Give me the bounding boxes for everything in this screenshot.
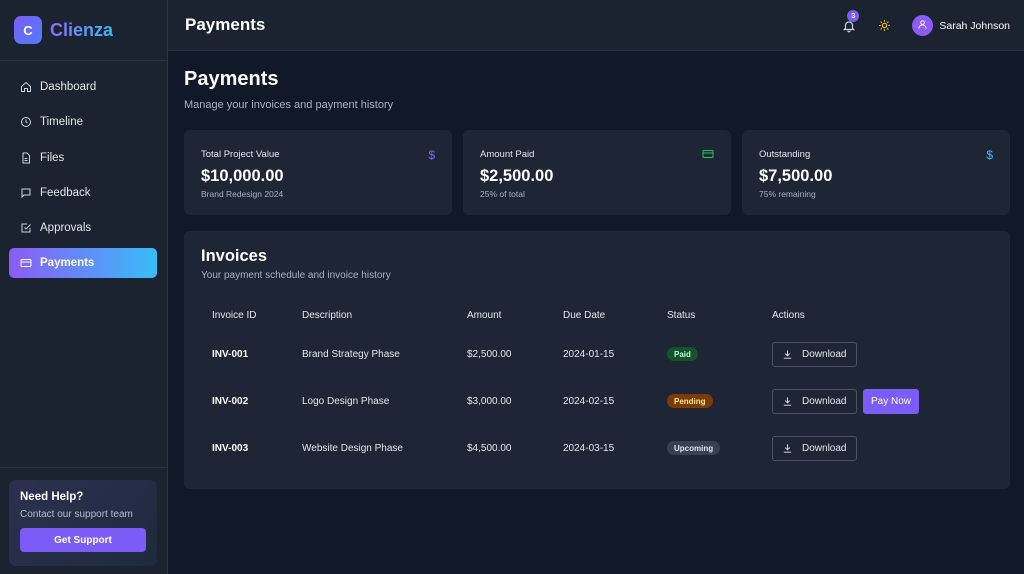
get-support-button[interactable]: Get Support xyxy=(20,528,146,552)
sidebar-item-files[interactable]: Files xyxy=(9,143,157,173)
top-header: Payments 3 Sarah Johnson xyxy=(168,0,1024,51)
sidebar-item-approvals[interactable]: Approvals xyxy=(9,213,157,243)
brand-name: Clienza xyxy=(50,19,114,40)
invoice-description: Website Design Phase xyxy=(302,443,403,454)
credit-card-icon xyxy=(702,148,714,163)
invoice-due-date: 2024-03-15 xyxy=(563,443,615,454)
invoice-amount: $3,000.00 xyxy=(467,396,512,407)
column-header-invoice-id: Invoice ID xyxy=(212,310,257,321)
invoice-amount: $4,500.00 xyxy=(467,443,512,454)
column-header-actions: Actions xyxy=(772,310,805,321)
status-badge: Paid xyxy=(667,347,698,361)
stat-label: Amount Paid xyxy=(480,149,535,160)
user-name[interactable]: Sarah Johnson xyxy=(939,19,1010,32)
stat-label: Outstanding xyxy=(759,149,811,160)
invoices-title: Invoices xyxy=(201,247,268,265)
status-badge: Pending xyxy=(667,394,713,408)
download-icon xyxy=(782,349,793,360)
stats-row: Total Project Value $10,000.00 Brand Red… xyxy=(184,130,1010,215)
sidebar-item-label: Dashboard xyxy=(40,81,97,93)
invoice-id: INV-001 xyxy=(212,349,249,360)
page-title: Payments xyxy=(184,68,279,90)
invoice-due-date: 2024-02-15 xyxy=(563,396,615,407)
column-header-status: Status xyxy=(667,310,696,321)
column-header-due-date: Due Date xyxy=(563,310,606,321)
sidebar-item-label: Feedback xyxy=(40,186,91,199)
invoice-description: Logo Design Phase xyxy=(302,396,390,407)
notification-badge: 3 xyxy=(847,9,860,22)
dollar-icon: $ xyxy=(428,148,435,162)
sidebar-item-label: Timeline xyxy=(40,116,84,129)
clock-icon xyxy=(20,116,32,128)
stat-card-total: Total Project Value $10,000.00 Brand Red… xyxy=(184,130,452,215)
header-title: Payments xyxy=(185,15,266,34)
column-header-description: Description xyxy=(302,310,353,321)
invoices-subtitle: Your payment schedule and invoice histor… xyxy=(201,270,391,281)
help-title: Need Help? xyxy=(20,491,84,503)
download-label: Download xyxy=(802,396,847,407)
stat-label: Total Project Value xyxy=(201,149,280,160)
brand[interactable]: C Clienza xyxy=(0,0,167,61)
avatar[interactable] xyxy=(912,15,934,36)
brand-logo: C xyxy=(14,16,42,44)
main-content: Payments Manage your invoices and paymen… xyxy=(184,51,1010,489)
download-icon xyxy=(782,443,793,454)
credit-card-icon xyxy=(20,257,32,269)
sidebar-item-dashboard[interactable]: Dashboard xyxy=(9,72,157,102)
sidebar-item-timeline[interactable]: Timeline xyxy=(9,107,157,137)
download-label: Download xyxy=(802,349,847,360)
download-label: Download xyxy=(802,443,847,454)
theme-toggle[interactable] xyxy=(878,19,891,32)
sidebar-item-label: Payments xyxy=(40,257,95,270)
help-subtitle: Contact our support team xyxy=(20,509,133,520)
home-icon xyxy=(20,81,32,93)
stat-value: $10,000.00 xyxy=(201,167,284,185)
pay-now-button[interactable]: Pay Now xyxy=(863,389,919,414)
invoice-id: INV-003 xyxy=(212,443,249,454)
help-section: Need Help? Contact our support team Get … xyxy=(0,467,167,574)
sidebar-item-label: Approvals xyxy=(40,222,92,235)
stat-note: 25% of total xyxy=(480,189,525,199)
stat-value: $7,500.00 xyxy=(759,167,833,185)
invoice-amount: $2,500.00 xyxy=(467,349,512,360)
page-subtitle: Manage your invoices and payment history xyxy=(184,99,394,111)
message-icon xyxy=(20,187,32,199)
notifications-button[interactable]: 3 xyxy=(842,9,860,33)
bell-icon xyxy=(842,20,856,37)
stat-card-outstanding: Outstanding $7,500.00 75% remaining $ xyxy=(742,130,1010,215)
stat-note: Brand Redesign 2024 xyxy=(201,189,284,199)
download-button[interactable]: Download xyxy=(772,389,857,414)
sun-icon xyxy=(878,19,891,36)
invoices-card: Invoices Your payment schedule and invoi… xyxy=(184,231,1010,489)
invoice-description: Brand Strategy Phase xyxy=(302,349,400,360)
column-header-amount: Amount xyxy=(467,310,502,321)
sidebar-item-label: Files xyxy=(40,151,65,164)
sidebar-item-feedback[interactable]: Feedback xyxy=(9,178,157,208)
sidebar: C Clienza Dashboard Timeline Files xyxy=(0,0,168,574)
status-badge: Upcoming xyxy=(667,441,721,455)
sidebar-nav: Dashboard Timeline Files Feedback xyxy=(9,72,157,284)
user-icon xyxy=(917,17,928,35)
invoice-id: INV-002 xyxy=(212,396,249,407)
stat-value: $2,500.00 xyxy=(480,167,554,185)
download-button[interactable]: Download xyxy=(772,342,857,367)
help-card: Need Help? Contact our support team Get … xyxy=(9,480,157,566)
header-actions: 3 Sarah Johnson xyxy=(842,0,1010,51)
download-icon xyxy=(782,396,793,407)
check-square-icon xyxy=(20,222,32,234)
dollar-icon: $ xyxy=(986,148,993,162)
sidebar-item-payments[interactable]: Payments xyxy=(9,248,157,279)
download-button[interactable]: Download xyxy=(772,436,857,461)
file-icon xyxy=(20,152,32,164)
stat-card-paid: Amount Paid $2,500.00 25% of total xyxy=(463,130,731,215)
stat-note: 75% remaining xyxy=(759,189,816,199)
invoice-due-date: 2024-01-15 xyxy=(563,349,615,360)
